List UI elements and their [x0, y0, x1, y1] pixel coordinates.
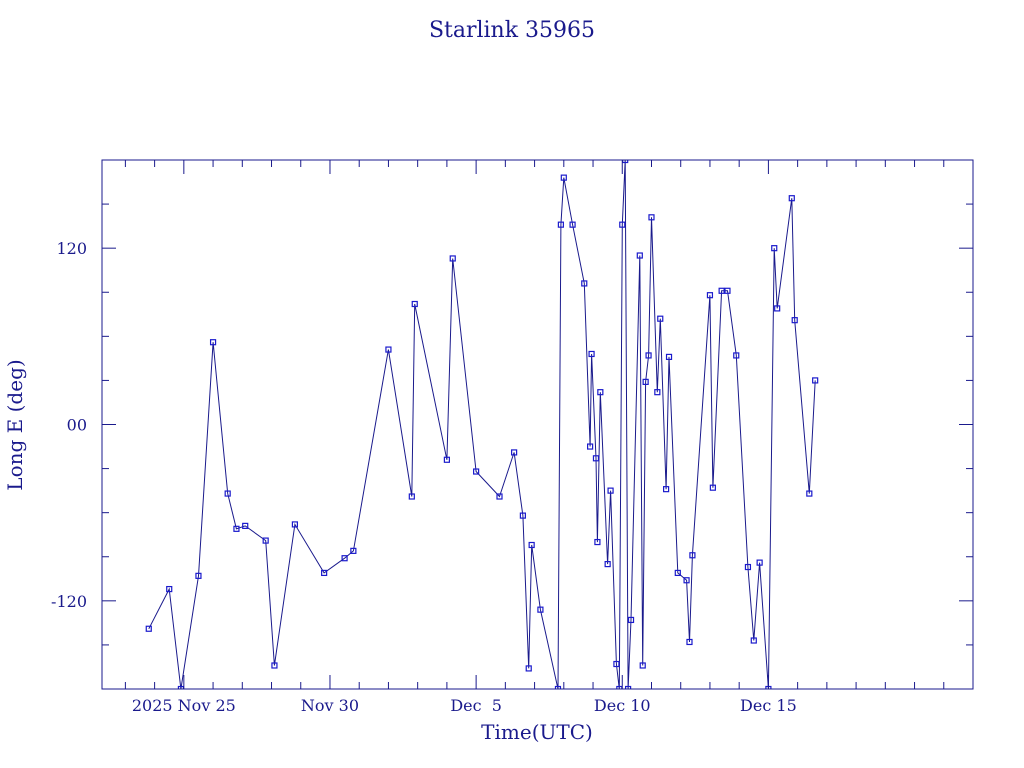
data-point — [812, 377, 819, 384]
data-point — [569, 221, 576, 228]
data-point — [663, 486, 670, 493]
data-point — [408, 493, 415, 500]
data-point — [554, 685, 562, 689]
data-point — [686, 638, 693, 646]
data-point — [788, 195, 795, 202]
data-point — [581, 280, 588, 287]
x-tick-label: Nov 30 — [301, 696, 359, 715]
data-point — [613, 660, 620, 668]
data-point — [689, 552, 696, 559]
data-point — [449, 255, 456, 262]
data-point — [627, 616, 635, 624]
plot-area — [145, 160, 819, 689]
data-point — [774, 305, 781, 312]
data-point — [166, 585, 173, 593]
x-axis-title: Time(UTC) — [481, 720, 593, 744]
y-tick-label: -120 — [51, 592, 87, 611]
axis-ticks — [102, 159, 974, 690]
data-point — [718, 287, 725, 294]
data-point — [177, 685, 185, 689]
data-point — [665, 353, 673, 361]
data-point — [528, 541, 535, 549]
data-point — [607, 487, 614, 494]
y-axis-title: Long E (deg) — [3, 359, 27, 490]
data-point — [224, 490, 231, 497]
data-point — [443, 456, 450, 463]
data-point — [642, 378, 649, 385]
data-point — [271, 662, 278, 669]
data-point — [706, 292, 714, 299]
data-point — [619, 221, 626, 228]
data-point — [806, 490, 813, 497]
data-point — [724, 287, 731, 294]
data-point — [473, 468, 480, 475]
data-point — [587, 443, 594, 450]
data-point — [195, 572, 202, 579]
data-point — [709, 484, 716, 491]
data-point — [557, 221, 564, 228]
data-point — [657, 315, 664, 322]
x-tick-label: Dec 10 — [594, 696, 651, 715]
data-point — [321, 569, 328, 577]
data-point — [791, 317, 798, 324]
data-point — [750, 637, 757, 644]
data-point — [604, 560, 611, 568]
data-point — [648, 214, 655, 221]
data-point — [756, 559, 763, 566]
data-point — [683, 577, 690, 584]
data-point — [519, 512, 526, 519]
x-tick-label: 2025 Nov 25 — [132, 696, 236, 715]
data-point — [625, 685, 632, 689]
data-point — [411, 300, 418, 308]
data-point — [588, 350, 595, 358]
data-point — [616, 685, 623, 689]
tick-labels: 120 00 -120 2025 Nov 25 Nov 30 Dec 5 Dec 10 Dec… — [51, 239, 797, 715]
data-point — [654, 389, 661, 396]
data-point — [639, 662, 646, 669]
data-point — [594, 538, 601, 546]
data-point — [733, 352, 740, 359]
data-point — [145, 625, 152, 632]
data-point — [560, 174, 567, 181]
data-point — [622, 160, 629, 164]
data-point — [645, 352, 652, 359]
data-point — [744, 563, 752, 571]
data-point — [537, 606, 544, 613]
series-layer — [145, 160, 819, 689]
data-point — [385, 346, 392, 353]
data-point — [262, 537, 269, 544]
data-point — [496, 493, 503, 500]
data-point — [674, 569, 681, 577]
data-point — [597, 389, 604, 396]
data-point — [242, 522, 249, 529]
chart-title: Starlink 35965 — [429, 18, 595, 43]
data-point — [636, 252, 643, 259]
data-point — [771, 245, 778, 252]
data-point — [511, 449, 518, 456]
y-tick-label: 00 — [67, 416, 87, 435]
y-tick-label: 120 — [56, 239, 87, 258]
data-point — [209, 339, 217, 346]
data-point — [233, 525, 240, 532]
x-tick-label: Dec 5 — [450, 696, 502, 715]
data-point — [350, 547, 357, 554]
x-tick-label: Dec 15 — [740, 696, 797, 715]
data-point — [341, 555, 348, 562]
data-point — [291, 521, 299, 528]
data-point — [592, 455, 600, 462]
series-line — [148, 160, 816, 689]
data-point — [525, 665, 532, 672]
